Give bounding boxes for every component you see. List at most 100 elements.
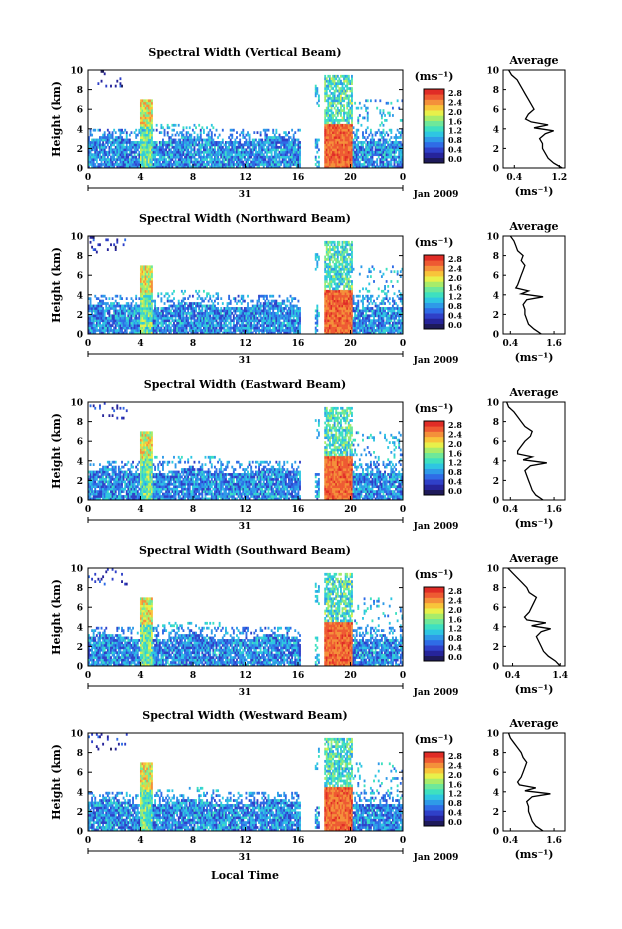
heatmap-cell [289, 145, 292, 149]
heatmap-cell [288, 331, 290, 335]
heatmap-cell [168, 329, 171, 332]
heatmap-cell [239, 326, 242, 330]
heatmap-cell [357, 155, 360, 159]
heatmap-cell [146, 99, 149, 103]
heatmap-cell [139, 109, 142, 112]
heatmap-cell [151, 309, 153, 313]
heatmap-cell [349, 145, 352, 149]
heatmap-cell [198, 123, 201, 127]
heatmap-cell [239, 314, 242, 318]
heatmap-cell [340, 92, 342, 95]
heatmap-cell [245, 311, 248, 315]
heatmap-cell [179, 141, 182, 144]
heatmap-cell [185, 319, 188, 323]
heatmap-cell [95, 319, 98, 323]
heatmap-cell [333, 321, 336, 325]
heatmap-cell [286, 145, 289, 149]
heatmap-cell [91, 143, 94, 147]
heatmap-cell [270, 331, 273, 335]
heatmap-cell [116, 160, 119, 164]
heatmap-cell [336, 136, 339, 139]
heatmap-cell [95, 329, 98, 332]
heatmap-cell [136, 163, 139, 166]
heatmap-cell [269, 158, 271, 161]
heatmap-cell [344, 131, 347, 134]
heatmap-cell [151, 316, 153, 320]
heatmap-cell [267, 136, 270, 139]
heatmap-cell [327, 272, 330, 276]
heatmap-cell [149, 136, 152, 139]
heatmap-cell [198, 324, 201, 327]
heatmap-cell [116, 153, 119, 157]
heatmap-cell [242, 136, 245, 139]
heatmap-cell [210, 307, 213, 310]
heatmap-cell [206, 153, 209, 157]
heatmap-cell [314, 92, 317, 95]
heatmap-cell [335, 150, 338, 154]
heatmap-cell [229, 311, 232, 315]
heatmap-cell [97, 145, 100, 149]
heatmap-cell [349, 99, 352, 103]
heatmap-cell [114, 309, 117, 313]
heatmap-cell [347, 150, 350, 154]
heatmap-cell [395, 155, 398, 159]
heatmap-cell [247, 158, 249, 161]
heatmap-cell [292, 155, 295, 159]
heatmap-cell [387, 155, 390, 159]
heatmap-cell [99, 243, 101, 247]
heatmap-cell [330, 92, 333, 95]
heatmap-cell [247, 163, 249, 166]
heatmap-cell [108, 148, 111, 152]
heatmap-cell [195, 163, 197, 166]
heatmap-cell [346, 160, 349, 164]
heatmap-cell [240, 307, 243, 310]
heatmap-cell [179, 165, 182, 169]
heatmap-cell [157, 319, 160, 323]
heatmap-cell [297, 314, 300, 318]
heatmap-cell [281, 321, 284, 325]
heatmap-cell [272, 128, 275, 132]
heatmap-cell [237, 307, 240, 310]
heatmap-cell [327, 262, 330, 266]
heatmap-cell [165, 158, 168, 161]
heatmap-cell [338, 121, 341, 125]
heatmap-cell [256, 326, 259, 330]
heatmap-cell [384, 153, 386, 157]
heatmap-cell [102, 163, 105, 166]
heatmap-cell [179, 319, 182, 323]
heatmap-cell [114, 304, 117, 308]
heatmap-cell [114, 294, 117, 298]
heatmap-cell [182, 136, 185, 139]
heatmap-cell [328, 297, 331, 300]
heatmap-cell [174, 307, 177, 310]
heatmap-cell [338, 128, 341, 132]
heatmap-cell [385, 158, 388, 161]
heatmap-cell [291, 145, 294, 149]
heatmap-cell [346, 106, 349, 110]
heatmap-cell [351, 138, 353, 142]
heatmap-cell [314, 145, 317, 149]
heatmap-cell [149, 150, 152, 154]
heatmap-cell [281, 326, 284, 330]
heatmap-cell [292, 316, 295, 320]
heatmap-cell [157, 314, 160, 318]
heatmap-cell [110, 158, 112, 161]
heatmap-cell [149, 292, 152, 296]
heatmap-cell [281, 153, 284, 157]
heatmap-cell [121, 143, 123, 147]
heatmap-cell [330, 319, 333, 323]
heatmap-cell [180, 141, 183, 144]
heatmap-cell [210, 163, 213, 166]
heatmap-cell [141, 119, 144, 122]
heatmap-cell [387, 133, 390, 137]
heatmap-cell [154, 314, 157, 318]
heatmap-cell [182, 158, 185, 161]
heatmap-cell [100, 136, 103, 139]
heatmap-cell [259, 155, 262, 159]
heatmap-cell [166, 155, 169, 159]
heatmap-cell [349, 131, 352, 134]
heatmap-cell [193, 311, 196, 315]
heatmap-cell [92, 331, 95, 335]
heatmap-cell [184, 143, 186, 147]
heatmap-cell [199, 309, 202, 313]
